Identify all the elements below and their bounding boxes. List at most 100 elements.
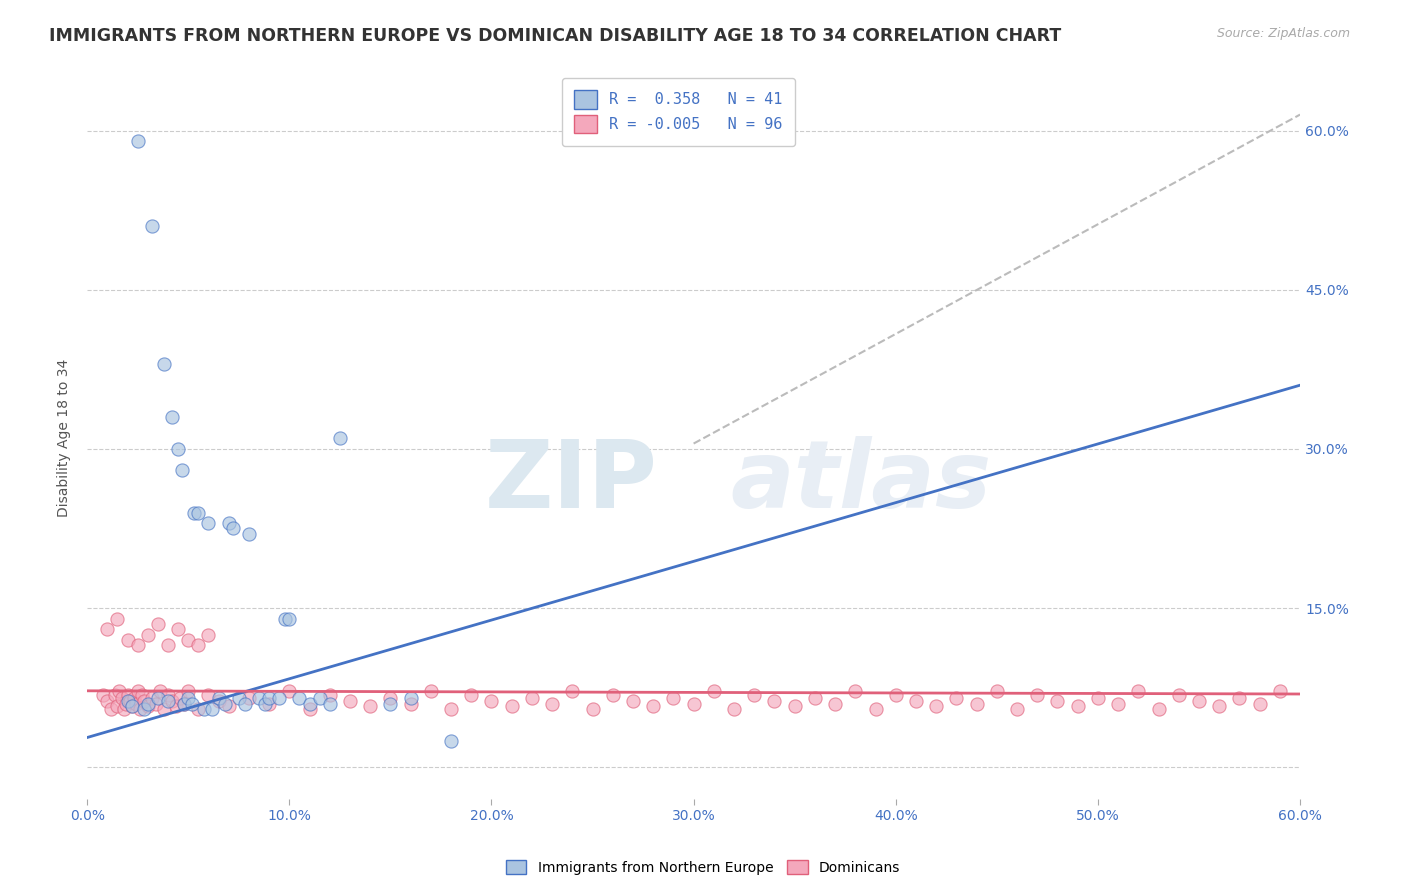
Point (121, 698, 143, 713)
Point (117, 632, 139, 647)
Point (1188, 694, 1211, 708)
Point (160, 410, 183, 425)
Point (541, 697, 564, 711)
Point (254, 697, 277, 711)
Point (153, 702, 176, 716)
Point (1128, 683, 1150, 698)
Point (278, 612, 301, 626)
Text: ZIP: ZIP (484, 435, 657, 527)
Point (884, 688, 907, 702)
Point (96, 694, 118, 708)
Point (288, 691, 311, 706)
Point (460, 688, 482, 702)
Point (581, 702, 603, 716)
Point (145, 697, 167, 711)
Point (925, 698, 948, 713)
Legend: R =  0.358   N = 41, R = -0.005   N = 96: R = 0.358 N = 41, R = -0.005 N = 96 (562, 78, 794, 145)
Point (278, 683, 301, 698)
Point (520, 691, 543, 706)
Point (183, 506, 205, 520)
Point (128, 702, 150, 716)
Point (107, 612, 129, 626)
Point (187, 638, 209, 652)
Point (132, 702, 155, 716)
Point (222, 521, 245, 535)
Point (96, 622, 118, 636)
Point (173, 697, 195, 711)
Text: Source: ZipAtlas.com: Source: ZipAtlas.com (1216, 27, 1350, 40)
Point (160, 694, 183, 708)
Point (1268, 683, 1291, 698)
Point (257, 697, 280, 711)
Point (945, 691, 967, 706)
Point (233, 697, 256, 711)
Point (141, 219, 163, 233)
Point (156, 638, 179, 652)
Point (177, 691, 200, 706)
Point (269, 691, 291, 706)
Point (132, 694, 155, 708)
Point (108, 683, 131, 698)
Point (187, 702, 209, 716)
Point (1208, 698, 1230, 713)
Point (173, 697, 195, 711)
Point (257, 691, 280, 706)
Point (824, 697, 846, 711)
Point (844, 683, 866, 698)
Point (127, 638, 149, 652)
Point (218, 516, 240, 530)
Point (339, 694, 361, 708)
Point (112, 702, 135, 716)
Point (201, 702, 224, 716)
Point (662, 691, 685, 706)
Point (643, 698, 665, 713)
Point (904, 694, 927, 708)
Point (274, 612, 297, 626)
Point (763, 694, 786, 708)
Point (117, 694, 139, 708)
Point (238, 691, 260, 706)
Point (399, 697, 422, 711)
Point (380, 691, 402, 706)
Text: IMMIGRANTS FROM NORTHERN EUROPE VS DOMINICAN DISABILITY AGE 18 TO 34 CORRELATION: IMMIGRANTS FROM NORTHERN EUROPE VS DOMIN… (49, 27, 1062, 45)
Point (742, 688, 765, 702)
Point (124, 697, 146, 711)
Point (136, 697, 159, 711)
Point (1249, 697, 1271, 711)
Point (298, 697, 321, 711)
Point (181, 697, 204, 711)
Point (167, 622, 190, 636)
Point (107, 698, 129, 713)
Point (228, 691, 250, 706)
Point (1229, 691, 1251, 706)
Point (419, 683, 441, 698)
Point (153, 357, 176, 371)
Point (91, 688, 114, 702)
Text: atlas: atlas (730, 435, 991, 527)
Point (156, 688, 179, 702)
Point (127, 683, 149, 698)
Point (1107, 697, 1129, 711)
Point (359, 698, 381, 713)
Point (1087, 691, 1109, 706)
Point (1026, 688, 1049, 702)
Point (380, 697, 402, 711)
Point (207, 694, 229, 708)
Point (440, 733, 463, 747)
Point (197, 516, 219, 530)
Point (122, 691, 145, 706)
Point (197, 688, 219, 702)
Point (561, 683, 583, 698)
Point (177, 683, 200, 698)
Point (966, 697, 988, 711)
Point (169, 691, 191, 706)
Point (207, 691, 229, 706)
Point (308, 691, 330, 706)
Point (110, 691, 132, 706)
Y-axis label: Disability Age 18 to 34: Disability Age 18 to 34 (58, 359, 72, 517)
Point (117, 688, 139, 702)
Point (146, 691, 169, 706)
Point (141, 691, 163, 706)
Point (319, 697, 342, 711)
Point (399, 691, 422, 706)
